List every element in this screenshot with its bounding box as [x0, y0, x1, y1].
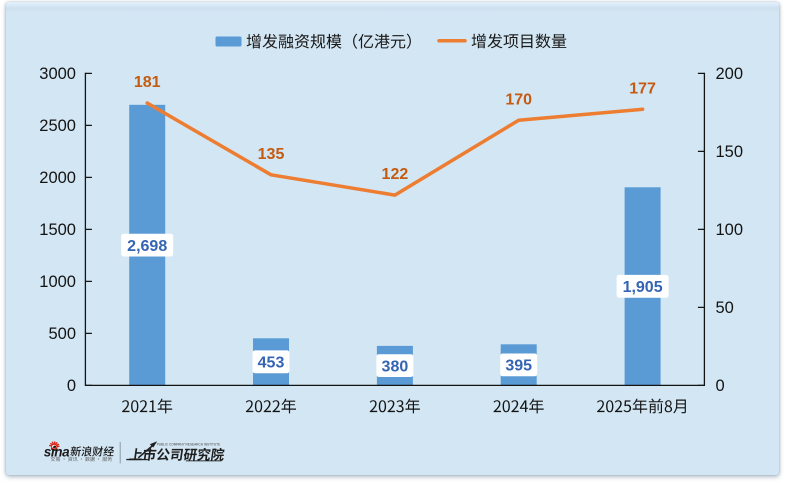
svg-text:135: 135	[258, 146, 285, 163]
svg-text:0: 0	[716, 377, 725, 395]
svg-text:181: 181	[134, 74, 161, 91]
svg-text:2500: 2500	[39, 117, 76, 135]
svg-text:1000: 1000	[39, 273, 76, 291]
svg-text:0: 0	[67, 377, 76, 395]
svg-text:PUBLIC COMPANY RESEARCH INSTIT: PUBLIC COMPANY RESEARCH INSTITUTE	[157, 442, 221, 446]
svg-text:100: 100	[716, 221, 744, 239]
svg-text:3000: 3000	[39, 65, 76, 83]
svg-text:2,698: 2,698	[127, 238, 167, 255]
svg-text:2000: 2000	[39, 169, 76, 187]
svg-text:50: 50	[716, 299, 734, 317]
svg-text:200: 200	[716, 65, 744, 83]
svg-text:453: 453	[258, 355, 285, 372]
svg-text:1,905: 1,905	[623, 279, 663, 296]
svg-text:170: 170	[505, 91, 532, 108]
svg-text:177: 177	[629, 80, 656, 97]
svg-text:122: 122	[382, 166, 409, 183]
svg-text:380: 380	[382, 358, 409, 375]
svg-text:150: 150	[716, 143, 744, 161]
svg-text:395: 395	[505, 358, 532, 375]
svg-text:500: 500	[48, 325, 76, 343]
svg-text:1500: 1500	[39, 221, 76, 239]
svg-text:sina: sina	[44, 444, 70, 459]
